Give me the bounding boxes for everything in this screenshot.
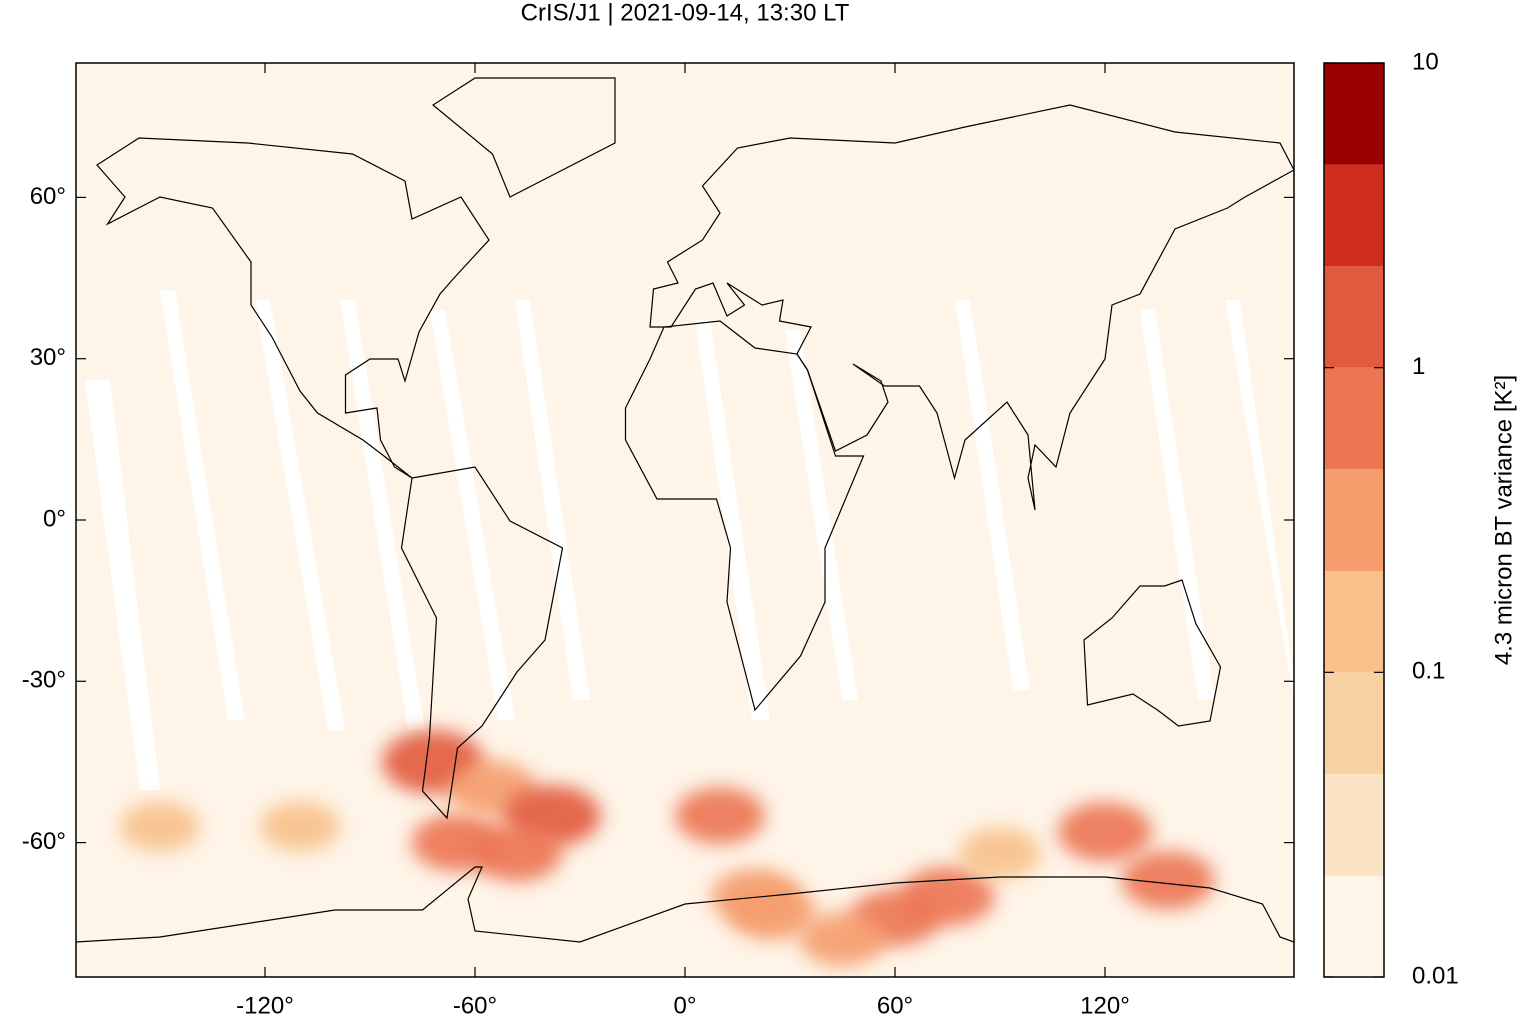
colorbar-band xyxy=(1324,469,1384,572)
x-tick-label: -120° xyxy=(236,992,294,1019)
colorbar-band xyxy=(1324,571,1384,673)
y-tick-label: 0° xyxy=(43,505,66,532)
coastline xyxy=(649,104,1294,511)
y-tick-label: 30° xyxy=(30,344,66,371)
y-tick-label: 60° xyxy=(30,183,66,210)
variance-spot xyxy=(120,801,200,852)
swath-gap xyxy=(1140,310,1215,700)
colorbar-tick-label: 10 xyxy=(1412,48,1439,75)
swath-gap xyxy=(695,320,770,720)
swath-gaps xyxy=(85,290,1294,790)
x-tick-label: -60° xyxy=(453,992,497,1019)
colorbar-tick-label: 1 xyxy=(1412,353,1425,380)
y-tick-label: -60° xyxy=(22,828,66,855)
coastline xyxy=(96,137,490,479)
x-tick-label: 0° xyxy=(674,992,697,1019)
y-tick-label: -30° xyxy=(22,667,66,694)
swath-gap xyxy=(515,300,590,700)
swath-gap xyxy=(340,300,425,730)
colorbar-band xyxy=(1324,875,1384,977)
colorbar-band xyxy=(1324,266,1384,368)
variance-spot xyxy=(1121,851,1215,910)
colorbar-tick-label: 0.1 xyxy=(1412,658,1445,685)
x-tick-label: 60° xyxy=(877,992,913,1019)
swath-gap xyxy=(785,330,858,700)
colorbar-band xyxy=(1324,672,1384,774)
colorbar-label: 4.3 micron BT variance [K²] xyxy=(1490,375,1517,665)
coastline xyxy=(400,466,564,820)
colorbar-band xyxy=(1324,164,1384,267)
swath-gap xyxy=(160,290,245,720)
swath-gap xyxy=(955,300,1030,690)
colorbar-band xyxy=(1324,63,1384,165)
swath-gap xyxy=(430,310,515,720)
colorbar-tick-label: 0.01 xyxy=(1412,962,1459,989)
chart-title: CrIS/J1 | 2021-09-14, 13:30 LT xyxy=(521,0,850,26)
variance-spot xyxy=(799,912,886,967)
swath-gap xyxy=(255,300,345,730)
variance-field xyxy=(120,730,1215,967)
coastlines xyxy=(76,77,1294,943)
variance-spot xyxy=(958,827,1042,880)
colorbar-frame xyxy=(1323,62,1385,978)
variance-spot xyxy=(710,868,800,924)
x-tick-label: 120° xyxy=(1080,992,1130,1019)
colorbar-band xyxy=(1324,367,1384,470)
swath-gap xyxy=(1225,300,1294,700)
variance-spot xyxy=(675,787,765,844)
variance-spot xyxy=(1057,802,1153,862)
swath-gap xyxy=(85,380,160,790)
coastline xyxy=(76,866,1294,943)
variance-spot xyxy=(260,801,340,852)
coastline xyxy=(431,77,616,198)
coastline xyxy=(1083,579,1222,727)
colorbar-band xyxy=(1324,773,1384,876)
coastline xyxy=(624,320,865,712)
variance-spot xyxy=(472,825,562,882)
